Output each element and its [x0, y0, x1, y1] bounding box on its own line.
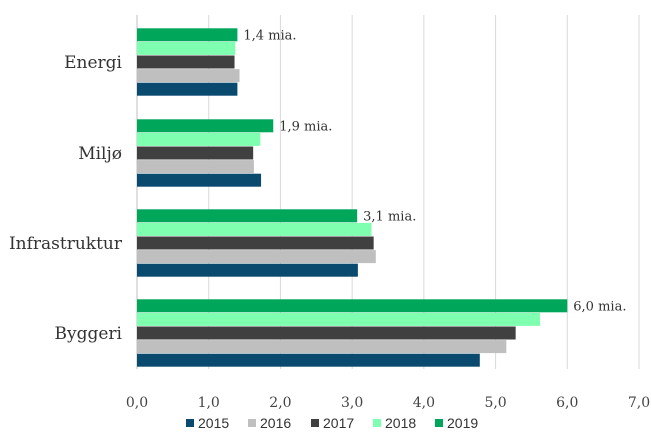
- x-tick-label: 6,0: [556, 395, 578, 411]
- bar-2016-2: [137, 250, 376, 264]
- x-tick-label: 3,0: [341, 395, 363, 411]
- bar-2017-0: [137, 55, 235, 69]
- bar-2015-2: [137, 263, 358, 277]
- bar-group: [137, 28, 568, 367]
- bar-2018-2: [137, 222, 372, 236]
- bar-2016-0: [137, 69, 240, 83]
- bar-2018-3: [137, 312, 541, 326]
- bar-2015-1: [137, 173, 262, 187]
- bar-2017-3: [137, 326, 516, 340]
- bar-2015-3: [137, 353, 480, 367]
- x-tick-label: 0,0: [126, 395, 148, 411]
- category-label: Byggeri: [55, 324, 123, 344]
- x-tick-label: 2,0: [269, 395, 291, 411]
- category-label: Infrastruktur: [9, 234, 123, 254]
- legend-label: 2018: [385, 415, 416, 431]
- bar-2017-1: [137, 146, 254, 160]
- category-label: Miljø: [78, 144, 122, 164]
- legend-swatch-2017: [311, 419, 319, 427]
- legend-label: 2015: [198, 415, 229, 431]
- legend-swatch-2016: [248, 419, 256, 427]
- data-labels: 1,4 mia. 1,9 mia. 3,1 mia. 6,0 mia.: [243, 28, 626, 314]
- bar-2018-0: [137, 41, 236, 55]
- legend-label: 2017: [323, 415, 354, 431]
- bar-2017-2: [137, 236, 374, 250]
- x-tick-label: 4,0: [413, 395, 435, 411]
- bar-2019-3: [137, 299, 568, 313]
- data-label: 6,0 mia.: [573, 299, 626, 314]
- data-label: 1,9 mia.: [279, 119, 332, 134]
- x-tick-label: 5,0: [484, 395, 506, 411]
- bar-2019-2: [137, 209, 358, 223]
- category-label: Energi: [64, 53, 122, 73]
- x-tick-label: 1,0: [198, 395, 220, 411]
- bar-2019-1: [137, 119, 274, 133]
- legend-swatch-2015: [186, 419, 194, 427]
- bar-2016-3: [137, 340, 507, 354]
- data-label: 1,4 mia.: [243, 28, 296, 43]
- legend-label: 2016: [260, 415, 291, 431]
- bar-2019-0: [137, 28, 238, 42]
- legend: 2015 2016 2017 2018 2019: [186, 415, 478, 431]
- x-tick-label: 7,0: [628, 395, 650, 411]
- x-tick-labels: 0,0 1,0 2,0 3,0 4,0 5,0 6,0 7,0: [126, 395, 650, 411]
- legend-swatch-2018: [373, 419, 381, 427]
- bar-2018-1: [137, 132, 261, 146]
- legend-swatch-2019: [435, 419, 443, 427]
- bar-2015-0: [137, 82, 238, 96]
- data-label: 3,1 mia.: [363, 209, 416, 224]
- legend-label: 2019: [447, 415, 478, 431]
- bar-2016-1: [137, 160, 254, 174]
- category-labels: Energi Miljø Infrastruktur Byggeri: [9, 53, 123, 344]
